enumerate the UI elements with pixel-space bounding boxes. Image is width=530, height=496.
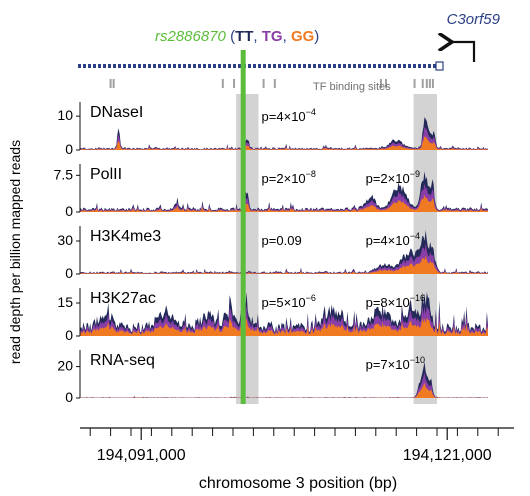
p-value-base: p=7×10 xyxy=(366,357,410,372)
series-area-gg xyxy=(80,136,488,150)
tf-site-mark xyxy=(221,79,224,88)
p-value-label: p=2×10−8 xyxy=(262,169,316,186)
p-value-base: p=4×10 xyxy=(366,233,410,248)
track-rna-seq: 0 20 RNA-seq p=7×10−10 xyxy=(57,350,488,405)
gene-name: C3orf59 xyxy=(447,11,501,28)
track-h3k4me3: 0 30 H3K4me3 p=0.09 p=4×10−4 xyxy=(57,226,488,281)
tf-binding-track xyxy=(109,79,434,88)
snp-line-layer xyxy=(240,50,246,404)
legend-close-paren: ) xyxy=(314,28,319,45)
p-value-base: p=2×10 xyxy=(366,171,410,186)
y-tick-label: 10 xyxy=(57,107,73,123)
series-area-gg xyxy=(80,255,488,274)
tf-site-mark xyxy=(428,79,431,88)
track-name: DNaseI xyxy=(90,104,143,121)
track-name: H3K27ac xyxy=(90,290,156,307)
series-area-tg xyxy=(80,243,488,274)
p-value-exponent: −4 xyxy=(410,231,420,241)
snp-id: rs2886870 xyxy=(155,28,227,45)
series-area-gg xyxy=(80,317,488,336)
legend-sep-1: , xyxy=(253,28,261,45)
tf-site-mark xyxy=(425,79,428,88)
legend-entry-gg: GG xyxy=(291,28,314,45)
track-name: H3K4me3 xyxy=(90,228,161,245)
tf-site-mark xyxy=(379,79,382,88)
y-tick-label: 30 xyxy=(57,232,73,248)
p-value-exponent: −9 xyxy=(410,169,420,179)
x-axis: 194,091,000 194,121,000 xyxy=(80,427,514,464)
legend-entry-tg: TG xyxy=(262,28,283,45)
track-dnasei: 0 10 DNaseI p=4×10−4 xyxy=(57,102,488,157)
y-tick-label: 0 xyxy=(65,389,73,405)
y-tick-label: 0 xyxy=(65,203,73,219)
p-value-base: p=5×10 xyxy=(262,295,306,310)
y-tick-label: 0 xyxy=(65,141,73,157)
gene-track xyxy=(78,61,444,71)
tf-binding-label: TF binding sites xyxy=(313,81,391,93)
p-value-base: p=4×10 xyxy=(262,109,306,124)
x-axis-title: chromosome 3 position (bp) xyxy=(199,475,397,492)
p-value-exponent: −8 xyxy=(306,169,316,179)
track-name: PolII xyxy=(90,166,122,183)
p-value-label: p=4×10−4 xyxy=(366,231,420,248)
tf-site-mark xyxy=(431,79,434,88)
legend-open-paren: ( xyxy=(226,28,235,45)
legend-entry-tt: TT xyxy=(235,28,253,45)
track-polii: 07.5 PolII p=2×10−8 p=2×10−9 xyxy=(54,164,488,219)
p-value-label: p=7×10−10 xyxy=(366,355,425,372)
track-name: RNA-seq xyxy=(90,352,155,369)
tf-site-mark xyxy=(385,79,387,88)
gene-exon-box xyxy=(435,61,444,71)
x-tick-label: 194,091,000 xyxy=(97,447,186,464)
y-tick-label: 7.5 xyxy=(54,166,74,182)
p-value-exponent: −10 xyxy=(410,355,425,365)
tf-site-mark xyxy=(273,79,276,88)
p-value-exponent: −4 xyxy=(306,107,316,117)
p-value-label: p=4×10−4 xyxy=(262,107,316,124)
y-tick-label: 15 xyxy=(57,294,73,310)
p-value-base: p=8×10 xyxy=(366,295,410,310)
y-tick-label: 0 xyxy=(65,327,73,343)
p-value-label: p=0.09 xyxy=(262,233,302,248)
p-value-base: p=2×10 xyxy=(262,171,306,186)
series-area-tg xyxy=(80,127,488,150)
track-h3k27ac: 0 15 H3K27ac p=5×10−6 p=8×10−16 xyxy=(57,288,488,343)
tf-site-mark xyxy=(112,79,115,88)
p-value-exponent: −16 xyxy=(410,293,425,303)
tss-arrow-icon xyxy=(452,42,476,62)
y-tick-label: 0 xyxy=(65,265,73,281)
x-tick-label: 194,121,000 xyxy=(403,447,492,464)
tf-site-mark xyxy=(109,79,112,88)
tf-site-mark xyxy=(262,79,265,88)
legend-sep-2: , xyxy=(283,28,291,45)
p-value-label: p=2×10−9 xyxy=(366,169,420,186)
y-axis-title: read depth per billion mapped reads xyxy=(7,140,23,364)
snp-position-line xyxy=(240,50,246,404)
p-value-exponent: −6 xyxy=(306,293,316,303)
tf-site-mark xyxy=(413,79,416,88)
p-value-label: p=5×10−6 xyxy=(262,293,316,310)
tf-site-mark xyxy=(233,79,236,88)
signal-tracks: 010 DNaseI p=4×10−407.5 PolII p=2×10−8 p=2×10… xyxy=(54,102,488,405)
tf-site-mark xyxy=(421,79,424,88)
chart-title: rs2886870 (TT, TG, GG) xyxy=(155,28,319,45)
series-area-tt xyxy=(80,230,488,274)
p-value-label: p=8×10−16 xyxy=(366,293,425,310)
p-value-base: p=0.09 xyxy=(262,233,302,248)
y-tick-label: 20 xyxy=(57,358,73,374)
